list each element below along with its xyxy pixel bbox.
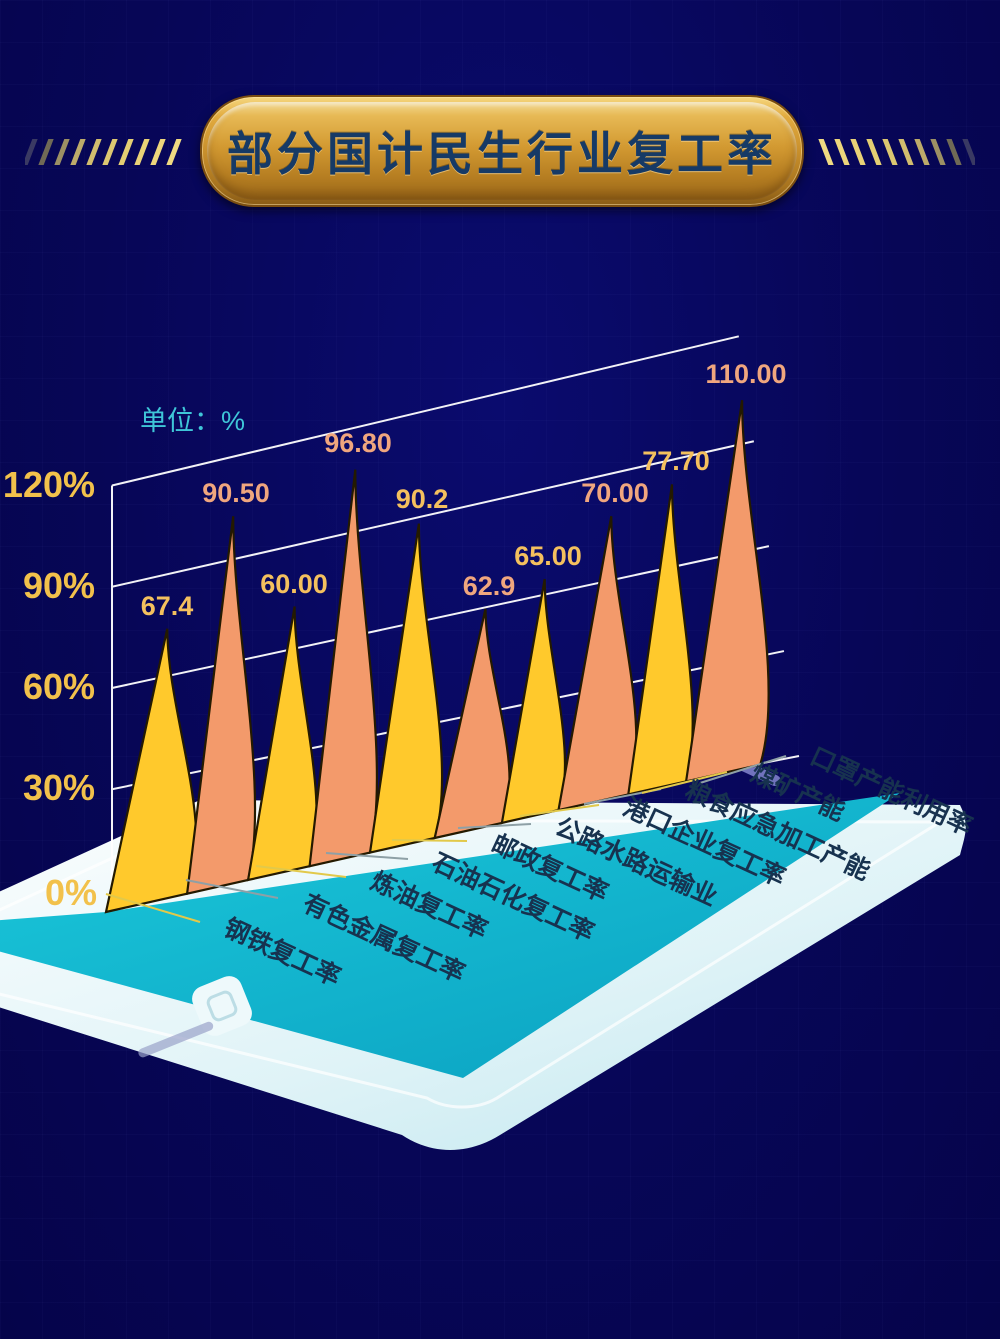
svg-text:65.00: 65.00 (514, 541, 582, 571)
svg-text:口罩产能利用率: 口罩产能利用率 (806, 741, 977, 841)
svg-text:90.50: 90.50 (202, 478, 270, 508)
svg-text:67.4: 67.4 (141, 591, 194, 621)
svg-text:单位：%: 单位：% (140, 406, 245, 436)
svg-text:90%: 90% (23, 565, 95, 606)
svg-text:62.9: 62.9 (463, 571, 516, 601)
svg-text:30%: 30% (23, 767, 95, 808)
svg-text:77.70: 77.70 (642, 446, 710, 476)
svg-text:60%: 60% (23, 666, 95, 707)
svg-text:0%: 0% (45, 872, 97, 913)
svg-text:120%: 120% (3, 464, 95, 505)
svg-text:110.00: 110.00 (705, 359, 786, 389)
svg-text:90.2: 90.2 (396, 484, 449, 514)
svg-text:70.00: 70.00 (581, 478, 649, 508)
svg-text:60.00: 60.00 (260, 569, 328, 599)
svg-text:96.80: 96.80 (324, 428, 392, 458)
